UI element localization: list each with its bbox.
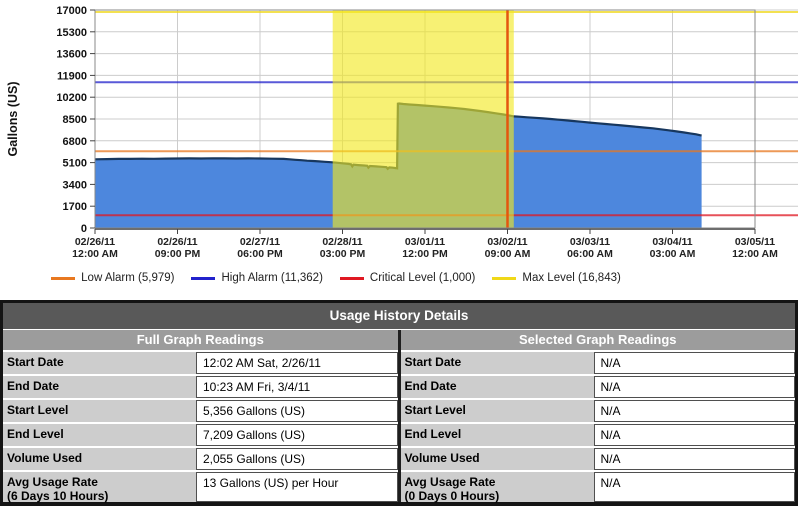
y-axis-title: Gallons (US) <box>6 81 20 156</box>
table-row: End Level 7,209 Gallons (US) <box>3 424 398 446</box>
svg-text:03/01/11: 03/01/11 <box>405 236 445 248</box>
row-label: End Level <box>3 424 196 446</box>
table-row: Start Level N/A <box>400 400 795 422</box>
svg-text:12:00 AM: 12:00 AM <box>72 248 118 260</box>
legend-label: Critical Level (1,000) <box>369 272 476 284</box>
table-row: End Level N/A <box>400 424 795 446</box>
high-alarm-legend-swatch-icon <box>191 276 216 280</box>
row-label: Start Date <box>3 352 196 374</box>
svg-text:13600: 13600 <box>56 49 87 61</box>
svg-text:03/03/11: 03/03/11 <box>570 236 610 248</box>
row-label: Start Date <box>400 352 594 374</box>
row-value: N/A <box>593 424 795 446</box>
row-value: N/A <box>593 376 795 398</box>
row-label: Volume Used <box>3 448 196 470</box>
svg-text:09:00 AM: 09:00 AM <box>485 248 531 260</box>
row-value: 7,209 Gallons (US) <box>196 424 398 446</box>
table-row: Start Level 5,356 Gallons (US) <box>3 400 398 422</box>
row-label-sub: (0 Days 0 Hours) <box>404 489 500 504</box>
table-row: Avg Usage Rate (6 Days 10 Hours) 13 Gallon… <box>3 472 398 504</box>
max-level-legend-swatch-icon <box>492 276 517 280</box>
critical-level-legend-swatch-icon <box>339 276 364 280</box>
svg-text:11900: 11900 <box>57 70 87 82</box>
table-row: Start Date 12:02 AM Sat, 2/26/11 <box>3 352 398 374</box>
row-label-sub: (6 Days 10 Hours) <box>7 489 109 504</box>
selection-band[interactable] <box>332 10 514 228</box>
svg-text:8500: 8500 <box>63 114 87 126</box>
chart-legend: Low Alarm (5,979) High Alarm (11,362) Crit… <box>0 270 672 286</box>
legend-label: Low Alarm (5,979) <box>81 272 175 284</box>
table-row: End Date 10:23 AM Fri, 3/4/11 <box>3 376 398 398</box>
svg-text:06:00 PM: 06:00 PM <box>237 248 283 260</box>
usage-history-table: Usage History Details Full Graph Reading… <box>0 300 798 506</box>
row-value: N/A <box>593 400 795 422</box>
table-row: Start Date N/A <box>400 352 795 374</box>
table-row: Avg Usage Rate (0 Days 0 Hours) N/A <box>400 472 795 504</box>
svg-text:5100: 5100 <box>63 158 87 170</box>
selected-graph-readings-header: Selected Graph Readings <box>400 330 795 350</box>
row-value: 12:02 AM Sat, 2/26/11 <box>196 352 398 374</box>
table-row: Volume Used N/A <box>400 448 795 470</box>
svg-text:03/05/11: 03/05/11 <box>735 236 775 248</box>
svg-text:12:00 PM: 12:00 PM <box>402 248 448 260</box>
svg-text:12:00 AM: 12:00 AM <box>732 248 778 260</box>
row-label: End Date <box>400 376 594 398</box>
legend-item-high-alarm: High Alarm (11,362) <box>191 272 323 284</box>
svg-text:09:00 PM: 09:00 PM <box>155 248 201 260</box>
selected-graph-rows: Start Date N/A End Date N/A Start Level N/A En… <box>400 352 795 504</box>
svg-text:6800: 6800 <box>63 136 87 148</box>
svg-text:03:00 PM: 03:00 PM <box>320 248 366 260</box>
row-value: N/A <box>593 472 795 502</box>
svg-text:02/28/11: 02/28/11 <box>322 236 362 248</box>
svg-text:03/02/11: 03/02/11 <box>487 236 527 248</box>
table-body: Full Graph Readings Start Date 12:02 AM S… <box>3 330 795 504</box>
table-row: End Date N/A <box>400 376 795 398</box>
row-value: 2,055 Gallons (US) <box>196 448 398 470</box>
svg-text:02/26/11: 02/26/11 <box>157 236 197 248</box>
legend-item-max-level: Max Level (16,843) <box>492 272 621 284</box>
usage-chart-plot[interactable]: 0 1700 3400 5100 6800 8500 10200 11900 13600 1530… <box>0 0 798 300</box>
row-label: Avg Usage Rate (0 Days 0 Hours) <box>400 472 594 504</box>
full-graph-readings-section: Full Graph Readings Start Date 12:02 AM S… <box>3 330 398 504</box>
svg-text:15300: 15300 <box>56 27 87 39</box>
legend-item-low-alarm: Low Alarm (5,979) <box>51 272 174 284</box>
svg-text:17000: 17000 <box>56 5 87 17</box>
full-graph-rows: Start Date 12:02 AM Sat, 2/26/11 End Date 1… <box>3 352 398 504</box>
legend-label: Max Level (16,843) <box>522 272 621 284</box>
row-label: End Date <box>3 376 196 398</box>
row-value: 10:23 AM Fri, 3/4/11 <box>196 376 398 398</box>
row-label: End Level <box>400 424 594 446</box>
low-alarm-legend-swatch-icon <box>51 276 76 280</box>
row-value: N/A <box>593 352 795 374</box>
svg-text:0: 0 <box>81 223 87 235</box>
row-value: 5,356 Gallons (US) <box>196 400 398 422</box>
svg-text:10200: 10200 <box>56 92 87 104</box>
full-graph-readings-header: Full Graph Readings <box>3 330 398 350</box>
level-history-chart[interactable]: 0 1700 3400 5100 6800 8500 10200 11900 13600 1530… <box>0 0 798 300</box>
table-row: Volume Used 2,055 Gallons (US) <box>3 448 398 470</box>
y-axis: 0 1700 3400 5100 6800 8500 10200 11900 13600 1530… <box>6 5 95 235</box>
legend-item-critical-level: Critical Level (1,000) <box>339 272 476 284</box>
row-label: Start Level <box>400 400 594 422</box>
selected-graph-readings-section: Selected Graph Readings Start Date N/A End… <box>397 330 795 504</box>
row-label: Avg Usage Rate (6 Days 10 Hours) <box>3 472 196 504</box>
row-label: Start Level <box>3 400 196 422</box>
svg-text:02/27/11: 02/27/11 <box>240 236 280 248</box>
legend-label: High Alarm (11,362) <box>221 272 323 284</box>
row-label: Volume Used <box>400 448 594 470</box>
svg-text:03/04/11: 03/04/11 <box>652 236 692 248</box>
row-value: N/A <box>593 448 795 470</box>
row-value: 13 Gallons (US) per Hour <box>196 472 398 502</box>
table-title: Usage History Details <box>3 303 795 329</box>
svg-text:06:00 AM: 06:00 AM <box>567 248 613 260</box>
svg-text:3400: 3400 <box>63 179 87 191</box>
svg-text:1700: 1700 <box>63 201 87 213</box>
svg-text:02/26/11: 02/26/11 <box>75 236 115 248</box>
svg-text:03:00 AM: 03:00 AM <box>650 248 696 260</box>
